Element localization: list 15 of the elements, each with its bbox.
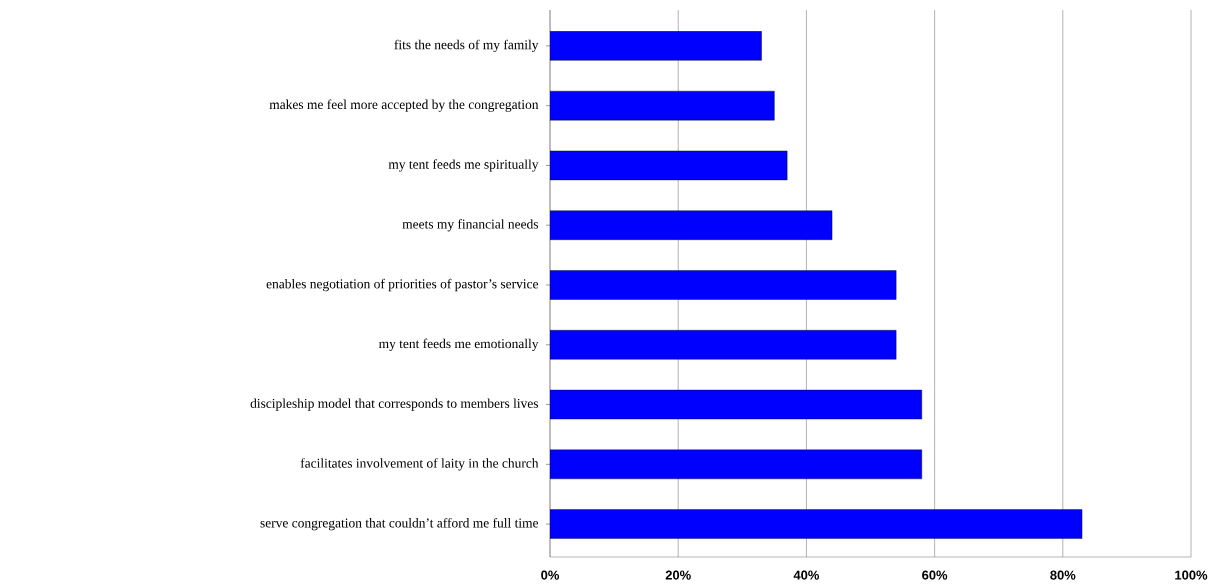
y-tick-label: enables negotiation of priorities of pastor’s service: [266, 278, 539, 292]
x-tick-label: 100%: [1175, 570, 1208, 580]
x-tick-label: 40%: [793, 570, 820, 580]
x-tick-label: 60%: [922, 570, 948, 580]
y-tick-label: facilitates involvement of laity in the church: [300, 458, 539, 471]
y-tick-label: meets my financial needs: [402, 219, 539, 232]
x-tick-label: 80%: [1050, 570, 1076, 580]
y-tick-label: my tent feeds me spiritually: [388, 159, 539, 172]
y-tick-label: serve congregation that couldn’t afford me full time: [260, 517, 539, 531]
y-tick-label: makes me feel more accepted by the congregation: [269, 99, 539, 112]
y-tick-label: my tent feeds me emotionally: [378, 338, 539, 351]
y-tick-label: discipleship model that corresponds to members lives: [250, 398, 539, 411]
y-tick-label: fits the needs of my family: [394, 39, 539, 53]
x-tick-label: 0%: [541, 570, 560, 580]
x-tick-label: 20%: [665, 570, 691, 580]
